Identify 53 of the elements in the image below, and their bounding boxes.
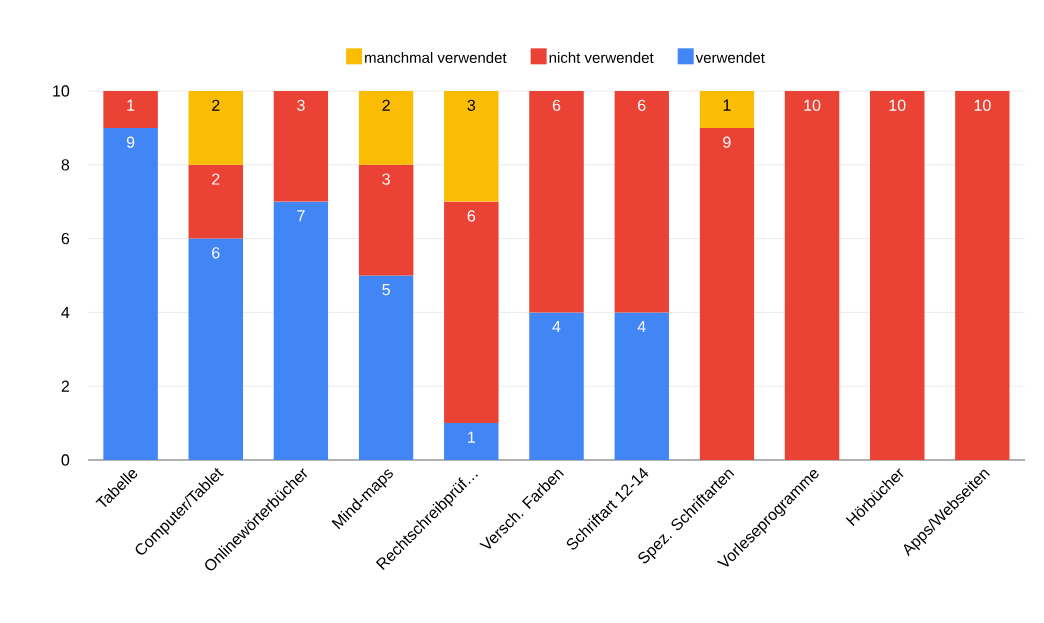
bar bbox=[955, 90, 1010, 460]
bar bbox=[188, 238, 244, 460]
data-label: 3 bbox=[467, 99, 476, 111]
bar bbox=[273, 90, 329, 202]
bar bbox=[188, 164, 244, 239]
data-label: 5 bbox=[382, 284, 390, 296]
bar bbox=[529, 312, 584, 460]
data-label: 3 bbox=[297, 99, 305, 111]
data-label: 6 bbox=[638, 99, 646, 111]
data-label: 1 bbox=[468, 431, 475, 443]
data-label: 6 bbox=[552, 99, 561, 111]
legend-label: manchmal verwendet bbox=[365, 51, 507, 63]
bar bbox=[273, 201, 329, 460]
bar bbox=[444, 423, 499, 460]
data-label: 9 bbox=[126, 136, 135, 148]
bar bbox=[614, 312, 669, 460]
bar bbox=[614, 90, 669, 313]
bar bbox=[699, 127, 755, 460]
bar bbox=[103, 127, 158, 460]
data-label: 3 bbox=[382, 173, 390, 185]
data-label: 6 bbox=[467, 210, 476, 222]
bar bbox=[444, 90, 499, 202]
data-label: 10 bbox=[974, 99, 991, 111]
data-label: 7 bbox=[297, 210, 305, 222]
y-tick-label: 4 bbox=[61, 306, 70, 318]
y-tick-label: 2 bbox=[61, 380, 69, 392]
bar bbox=[869, 90, 925, 460]
data-label: 2 bbox=[212, 99, 220, 111]
data-label: 2 bbox=[382, 99, 390, 111]
data-label: 10 bbox=[889, 99, 906, 111]
bar bbox=[699, 90, 755, 128]
legend-label: verwendet bbox=[695, 51, 765, 63]
y-tick-label: 10 bbox=[53, 85, 70, 97]
bar bbox=[529, 90, 584, 313]
bar bbox=[784, 90, 840, 460]
data-label: 9 bbox=[723, 136, 731, 148]
y-tick-label: 8 bbox=[61, 159, 70, 171]
data-label: 4 bbox=[552, 321, 561, 333]
bar bbox=[358, 164, 414, 276]
data-label: 4 bbox=[637, 321, 646, 333]
data-label: 6 bbox=[212, 247, 220, 259]
y-tick-label: 6 bbox=[61, 232, 70, 245]
bar bbox=[444, 201, 499, 424]
y-tick-label: 0 bbox=[61, 454, 70, 466]
bar bbox=[358, 275, 414, 460]
data-label: 2 bbox=[212, 173, 220, 185]
data-label: 10 bbox=[804, 99, 821, 111]
bar bbox=[358, 90, 414, 165]
bar bbox=[103, 90, 158, 128]
data-label: 1 bbox=[723, 99, 731, 111]
bar bbox=[188, 90, 244, 165]
data-label: 1 bbox=[127, 99, 135, 111]
legend-label: nicht verwendet bbox=[549, 51, 654, 63]
